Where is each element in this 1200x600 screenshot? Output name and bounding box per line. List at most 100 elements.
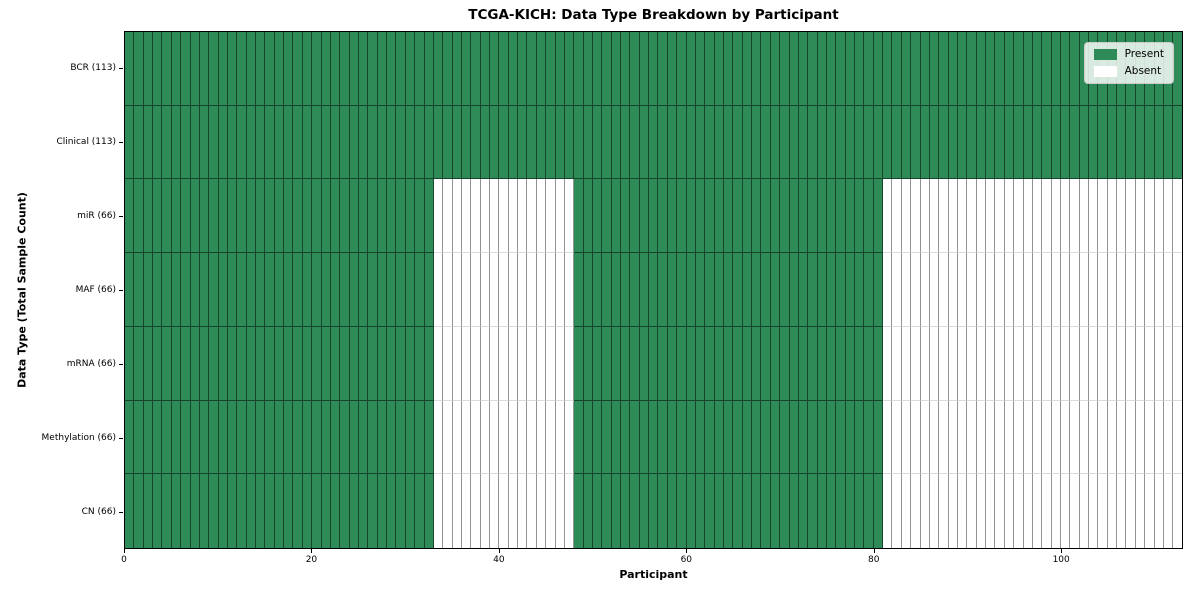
heatmap-cell xyxy=(443,32,453,106)
y-tick-mark xyxy=(119,512,123,513)
heatmap-cell xyxy=(855,326,865,401)
heatmap-cell xyxy=(171,179,182,254)
heatmap-cell xyxy=(939,179,949,254)
heatmap-cell xyxy=(190,326,200,401)
heatmap-cell xyxy=(686,179,696,254)
heatmap-cell xyxy=(1079,253,1090,327)
heatmap-cell xyxy=(143,179,154,254)
heatmap-cell xyxy=(153,179,163,254)
heatmap-cell xyxy=(574,253,584,327)
heatmap-cell xyxy=(162,326,172,401)
heatmap-cell xyxy=(171,105,182,180)
heatmap-cell xyxy=(1089,474,1099,549)
heatmap-cell xyxy=(667,253,678,327)
heatmap-cell xyxy=(1173,32,1182,106)
heatmap-cell xyxy=(742,474,753,549)
heatmap-cell xyxy=(396,253,406,327)
heatmap-cell xyxy=(424,105,434,180)
heatmap-cell xyxy=(677,253,687,327)
heatmap-cell xyxy=(1042,179,1052,254)
x-tick-mark xyxy=(873,549,875,553)
heatmap-cell xyxy=(377,179,388,254)
heatmap-cell xyxy=(686,400,696,475)
heatmap-cell xyxy=(443,474,453,549)
heatmap-cell xyxy=(1163,400,1174,475)
heatmap-cell xyxy=(190,105,200,180)
heatmap-cell xyxy=(490,326,500,401)
heatmap-cell xyxy=(855,253,865,327)
heatmap-cell xyxy=(1173,253,1182,327)
heatmap-cell xyxy=(695,105,706,180)
heatmap-cell xyxy=(733,105,743,180)
heatmap-cell xyxy=(920,105,930,180)
heatmap-cell xyxy=(396,474,406,549)
heatmap-cell xyxy=(602,179,612,254)
heatmap-cell xyxy=(789,179,799,254)
heatmap-cell xyxy=(265,474,275,549)
heatmap-cell xyxy=(227,474,238,549)
heatmap-cell xyxy=(836,474,846,549)
heatmap-cell xyxy=(1089,326,1099,401)
heatmap-cell xyxy=(349,32,359,106)
heatmap-cell xyxy=(433,105,444,180)
heatmap-cell xyxy=(368,179,378,254)
heatmap-cell xyxy=(611,326,622,401)
heatmap-cell xyxy=(714,32,724,106)
x-tick-mark xyxy=(124,549,125,553)
heatmap-cell xyxy=(1145,105,1155,180)
heatmap-cell xyxy=(246,253,257,327)
heatmap-cell xyxy=(471,105,481,180)
heatmap-cell xyxy=(995,32,1005,106)
x-tick-label: 40 xyxy=(493,555,505,565)
heatmap-row xyxy=(125,400,1182,475)
heatmap-cell xyxy=(1023,179,1033,254)
heatmap-cell xyxy=(330,179,341,254)
heatmap-cell xyxy=(1042,400,1052,475)
heatmap-cell xyxy=(1145,400,1155,475)
heatmap-cell xyxy=(443,253,453,327)
heatmap-cell xyxy=(976,474,987,549)
heatmap-cell xyxy=(508,474,519,549)
heatmap-cell xyxy=(471,179,481,254)
heatmap-cell xyxy=(808,474,818,549)
heatmap-cell xyxy=(855,179,865,254)
heatmap-cell xyxy=(583,326,593,401)
heatmap-cell xyxy=(752,32,762,106)
heatmap-cell xyxy=(405,474,416,549)
heatmap-cell xyxy=(602,105,612,180)
heatmap-cell xyxy=(939,253,949,327)
heatmap-cell xyxy=(415,253,425,327)
heatmap-cell xyxy=(1014,400,1024,475)
heatmap-cell xyxy=(1107,253,1118,327)
heatmap-cell xyxy=(368,400,378,475)
heatmap-cell xyxy=(1098,400,1108,475)
heatmap-cell xyxy=(209,105,219,180)
heatmap-cell xyxy=(677,474,687,549)
heatmap-cell xyxy=(695,326,706,401)
heatmap-cell xyxy=(1070,105,1080,180)
heatmap-cell xyxy=(1154,253,1164,327)
heatmap-cell xyxy=(546,326,556,401)
heatmap-cell xyxy=(592,105,603,180)
heatmap-cell xyxy=(1014,179,1024,254)
heatmap-cell xyxy=(929,179,940,254)
legend-label: Absent xyxy=(1124,65,1162,78)
heatmap-cell xyxy=(1060,32,1071,106)
heatmap-cell xyxy=(714,326,724,401)
heatmap-cell xyxy=(1023,400,1033,475)
y-tick-mark xyxy=(119,216,123,217)
heatmap-cell xyxy=(1070,326,1080,401)
heatmap-cell xyxy=(396,105,406,180)
heatmap-cell xyxy=(171,474,182,549)
heatmap-cell xyxy=(284,474,294,549)
heatmap-cell xyxy=(527,32,537,106)
heatmap-cell xyxy=(358,253,369,327)
heatmap-cell xyxy=(714,474,724,549)
x-tick-label: 20 xyxy=(305,555,318,565)
heatmap-cell xyxy=(518,253,528,327)
heatmap-cell xyxy=(789,326,799,401)
heatmap-cell xyxy=(808,326,818,401)
heatmap-cell xyxy=(246,326,257,401)
heatmap-cell xyxy=(630,400,640,475)
heatmap-cell xyxy=(302,105,313,180)
